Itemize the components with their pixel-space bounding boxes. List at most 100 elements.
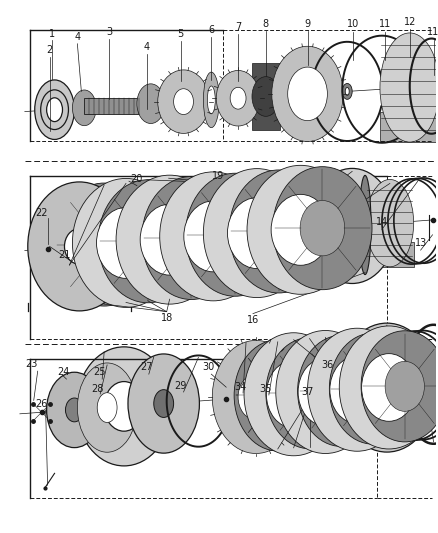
Ellipse shape bbox=[339, 326, 438, 449]
Ellipse shape bbox=[266, 360, 320, 428]
Ellipse shape bbox=[256, 204, 300, 259]
Ellipse shape bbox=[128, 354, 199, 453]
Text: 22: 22 bbox=[35, 208, 48, 219]
Ellipse shape bbox=[336, 323, 435, 452]
Ellipse shape bbox=[357, 348, 416, 427]
Ellipse shape bbox=[46, 372, 102, 448]
Ellipse shape bbox=[300, 200, 344, 256]
Ellipse shape bbox=[227, 198, 286, 269]
Ellipse shape bbox=[207, 86, 215, 114]
Ellipse shape bbox=[229, 170, 328, 293]
Ellipse shape bbox=[272, 167, 371, 290]
Ellipse shape bbox=[216, 70, 259, 126]
Text: 28: 28 bbox=[91, 384, 103, 394]
Ellipse shape bbox=[54, 183, 153, 306]
Ellipse shape bbox=[244, 333, 343, 456]
Text: 11: 11 bbox=[427, 27, 438, 37]
Text: 30: 30 bbox=[202, 362, 214, 372]
Ellipse shape bbox=[334, 202, 369, 250]
Ellipse shape bbox=[153, 390, 173, 417]
Text: 15: 15 bbox=[328, 207, 341, 217]
Polygon shape bbox=[251, 63, 279, 130]
Ellipse shape bbox=[247, 165, 353, 294]
Ellipse shape bbox=[321, 366, 360, 416]
Text: 8: 8 bbox=[262, 19, 268, 29]
Text: 3: 3 bbox=[106, 27, 112, 37]
Ellipse shape bbox=[173, 88, 193, 115]
Text: 37: 37 bbox=[300, 387, 313, 397]
Ellipse shape bbox=[169, 211, 213, 265]
Ellipse shape bbox=[271, 195, 329, 265]
Text: 20: 20 bbox=[131, 174, 143, 184]
Ellipse shape bbox=[344, 87, 348, 95]
Ellipse shape bbox=[65, 398, 83, 422]
Text: 6: 6 bbox=[208, 25, 214, 35]
Ellipse shape bbox=[125, 214, 170, 269]
Ellipse shape bbox=[203, 168, 310, 297]
Ellipse shape bbox=[157, 70, 209, 133]
Ellipse shape bbox=[297, 358, 352, 426]
Ellipse shape bbox=[97, 393, 117, 423]
Ellipse shape bbox=[98, 180, 197, 303]
Ellipse shape bbox=[203, 72, 219, 128]
Ellipse shape bbox=[141, 176, 240, 300]
Text: 27: 27 bbox=[140, 362, 153, 372]
Text: 14: 14 bbox=[375, 217, 387, 228]
Text: 9: 9 bbox=[304, 19, 310, 29]
Text: 11: 11 bbox=[378, 19, 390, 29]
Text: 24: 24 bbox=[57, 367, 70, 377]
Text: 38: 38 bbox=[370, 382, 382, 392]
Ellipse shape bbox=[184, 201, 242, 272]
Ellipse shape bbox=[287, 67, 327, 120]
Ellipse shape bbox=[35, 80, 74, 140]
Text: 25: 25 bbox=[93, 367, 105, 377]
Text: 4: 4 bbox=[143, 42, 149, 52]
Ellipse shape bbox=[361, 200, 367, 250]
Polygon shape bbox=[84, 98, 144, 114]
Ellipse shape bbox=[140, 204, 199, 275]
Text: 26: 26 bbox=[35, 399, 48, 409]
Ellipse shape bbox=[258, 370, 297, 421]
Ellipse shape bbox=[251, 77, 279, 116]
Text: 10: 10 bbox=[346, 19, 358, 29]
Ellipse shape bbox=[116, 175, 223, 304]
Ellipse shape bbox=[360, 331, 438, 442]
Text: 2: 2 bbox=[46, 45, 53, 55]
Ellipse shape bbox=[104, 382, 144, 431]
Ellipse shape bbox=[329, 356, 384, 424]
Ellipse shape bbox=[185, 173, 284, 296]
Ellipse shape bbox=[159, 172, 266, 301]
Ellipse shape bbox=[81, 217, 126, 272]
Text: 18: 18 bbox=[160, 312, 173, 322]
Ellipse shape bbox=[230, 87, 245, 109]
Text: 1: 1 bbox=[49, 29, 54, 39]
Ellipse shape bbox=[137, 84, 164, 124]
Ellipse shape bbox=[379, 33, 438, 142]
Text: 5: 5 bbox=[177, 29, 183, 39]
Ellipse shape bbox=[358, 175, 370, 274]
Ellipse shape bbox=[271, 46, 343, 141]
Polygon shape bbox=[365, 242, 413, 267]
Ellipse shape bbox=[233, 340, 321, 451]
Ellipse shape bbox=[233, 340, 321, 451]
Text: 36: 36 bbox=[321, 360, 333, 370]
Text: 17: 17 bbox=[300, 193, 313, 204]
Ellipse shape bbox=[46, 98, 62, 122]
Text: 16: 16 bbox=[246, 314, 258, 325]
Ellipse shape bbox=[28, 182, 131, 311]
Ellipse shape bbox=[96, 207, 155, 278]
Text: 34: 34 bbox=[233, 382, 246, 392]
Ellipse shape bbox=[342, 84, 351, 99]
Ellipse shape bbox=[275, 330, 374, 454]
Ellipse shape bbox=[72, 90, 96, 126]
Ellipse shape bbox=[308, 168, 395, 284]
Text: 12: 12 bbox=[403, 17, 415, 27]
Ellipse shape bbox=[297, 335, 384, 447]
Ellipse shape bbox=[328, 333, 416, 444]
Text: 19: 19 bbox=[212, 171, 224, 181]
Ellipse shape bbox=[361, 353, 415, 421]
Ellipse shape bbox=[77, 363, 137, 452]
Ellipse shape bbox=[265, 337, 352, 449]
Text: 35: 35 bbox=[259, 384, 272, 394]
Ellipse shape bbox=[307, 328, 406, 451]
